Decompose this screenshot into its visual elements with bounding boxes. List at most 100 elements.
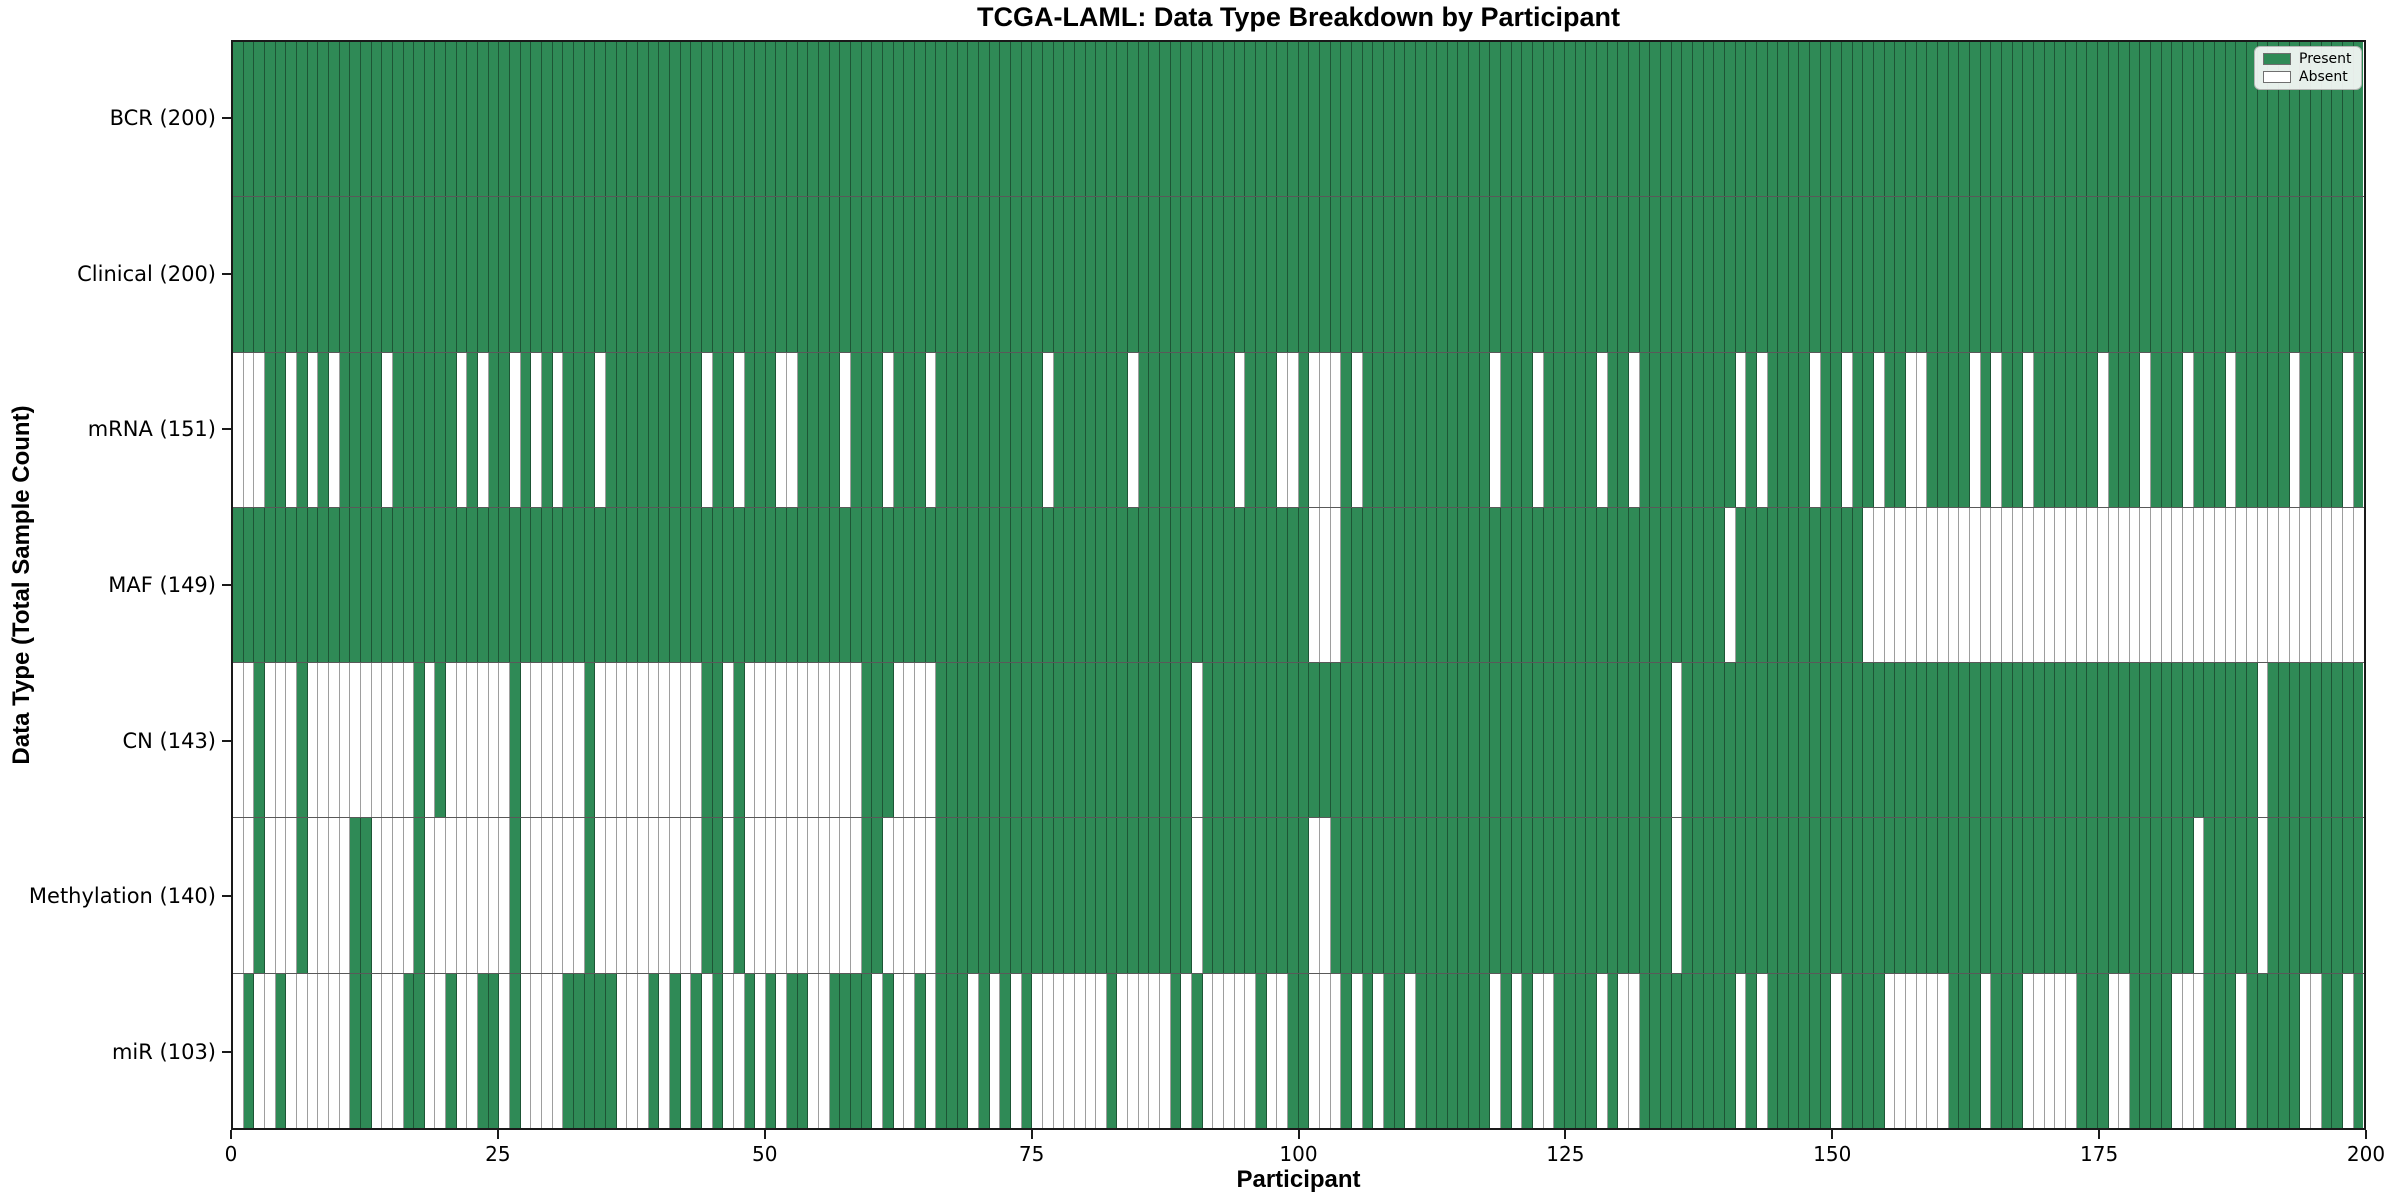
heatmap-cell xyxy=(936,352,947,507)
heatmap-cell xyxy=(2225,42,2237,197)
heatmap-cell xyxy=(829,352,841,507)
heatmap-cell xyxy=(957,818,969,973)
heatmap-cell xyxy=(414,973,425,1128)
heatmap-cell xyxy=(1277,973,1288,1128)
heatmap-cell xyxy=(1522,818,1534,973)
heatmap-cell xyxy=(776,197,788,352)
heatmap-cell xyxy=(1181,818,1193,973)
heatmap-cell xyxy=(1117,973,1129,1128)
heatmap-cell xyxy=(2065,507,2077,663)
heatmap-cell xyxy=(755,197,766,352)
heatmap-cell xyxy=(2321,197,2333,352)
heatmap-cell xyxy=(339,197,351,352)
heatmap-cell xyxy=(851,973,862,1128)
heatmap-cell xyxy=(2342,197,2354,352)
heatmap-cell xyxy=(1884,42,1896,197)
heatmap-cell xyxy=(2087,663,2098,818)
heatmap-cell xyxy=(1565,663,1576,818)
heatmap-cell xyxy=(1298,42,1310,197)
heatmap-cell xyxy=(2172,663,2184,818)
heatmap-cell xyxy=(360,42,372,197)
heatmap-cell xyxy=(2321,973,2333,1128)
heatmap-cell xyxy=(510,818,521,973)
heatmap-cell xyxy=(1565,352,1576,507)
heatmap-cell xyxy=(946,42,958,197)
heatmap-cell xyxy=(1788,352,1800,507)
heatmap-cell xyxy=(659,818,670,973)
heatmap-cell xyxy=(1085,352,1097,507)
heatmap-cell xyxy=(403,197,415,352)
heatmap-cell xyxy=(264,663,276,818)
heatmap-cell xyxy=(382,352,393,507)
heatmap-cell xyxy=(531,973,543,1128)
heatmap-cell xyxy=(1628,42,1640,197)
heatmap-cell xyxy=(776,507,788,663)
heatmap-cell xyxy=(1703,663,1715,818)
heatmap-cell xyxy=(861,42,873,197)
heatmap-cell xyxy=(371,197,383,352)
heatmap-cell xyxy=(2332,507,2343,663)
heatmap-cell xyxy=(616,352,628,507)
heatmap-cell xyxy=(1000,973,1011,1128)
heatmap-cell xyxy=(1117,42,1129,197)
heatmap-cell xyxy=(1490,507,1502,663)
heatmap-cell xyxy=(1533,973,1544,1128)
x-tick-label-200: 200 xyxy=(2346,1142,2386,1166)
heatmap-cell xyxy=(1778,663,1789,818)
heatmap-cell xyxy=(787,42,798,197)
heatmap-cell xyxy=(1074,973,1086,1128)
heatmap-cell xyxy=(1948,197,1960,352)
heatmap-cell xyxy=(1181,42,1193,197)
x-tick-mark xyxy=(1297,1130,1300,1139)
heatmap-cell xyxy=(915,973,926,1128)
heatmap-cell xyxy=(1831,42,1843,197)
heatmap-cell xyxy=(2279,352,2290,507)
heatmap-cell xyxy=(1938,197,1949,352)
heatmap-cell xyxy=(233,352,244,507)
heatmap-cell xyxy=(744,197,756,352)
heatmap-cell xyxy=(1650,352,1661,507)
heatmap-cell xyxy=(1405,507,1416,663)
heatmap-cell xyxy=(1117,663,1129,818)
heatmap-cell xyxy=(2310,663,2322,818)
heatmap-cell xyxy=(1426,42,1438,197)
heatmap-cell xyxy=(318,197,329,352)
heatmap-cell xyxy=(627,352,638,507)
heatmap-cell xyxy=(1149,507,1161,663)
heatmap-cell xyxy=(243,352,255,507)
heatmap-cell xyxy=(2076,507,2088,663)
heatmap-cell xyxy=(1106,197,1118,352)
heatmap-cell xyxy=(1746,42,1757,197)
heatmap-cell xyxy=(1128,197,1139,352)
heatmap-cell xyxy=(893,197,905,352)
heatmap-cell xyxy=(1799,663,1811,818)
heatmap-cell xyxy=(254,352,265,507)
heatmap-cell xyxy=(2236,973,2248,1128)
heatmap-cell xyxy=(1000,197,1011,352)
heatmap-cell xyxy=(1884,352,1896,507)
heatmap-cell xyxy=(1362,973,1374,1128)
heatmap-cell xyxy=(1074,818,1086,973)
heatmap-cell xyxy=(328,42,340,197)
heatmap-cell xyxy=(840,197,852,352)
heatmap-plot-area xyxy=(231,40,2366,1130)
heatmap-cell xyxy=(957,973,969,1128)
heatmap-cell xyxy=(712,507,724,663)
heatmap-cell xyxy=(392,507,404,663)
heatmap-cell xyxy=(2215,973,2226,1128)
heatmap-cell xyxy=(1309,197,1320,352)
heatmap-cell xyxy=(1245,352,1256,507)
heatmap-cell xyxy=(1565,818,1576,973)
heatmap-cell xyxy=(2033,818,2045,973)
x-tick-label-175: 175 xyxy=(2080,1142,2119,1166)
heatmap-cell xyxy=(1618,973,1629,1128)
heatmap-cell xyxy=(1373,663,1384,818)
heatmap-cell xyxy=(915,197,926,352)
heatmap-cell xyxy=(659,507,670,663)
heatmap-cell xyxy=(1053,507,1065,663)
heatmap-cell xyxy=(1874,197,1885,352)
heatmap-cell xyxy=(883,197,894,352)
heatmap-cell xyxy=(542,663,553,818)
heatmap-cell xyxy=(318,507,329,663)
heatmap-cell xyxy=(360,352,372,507)
